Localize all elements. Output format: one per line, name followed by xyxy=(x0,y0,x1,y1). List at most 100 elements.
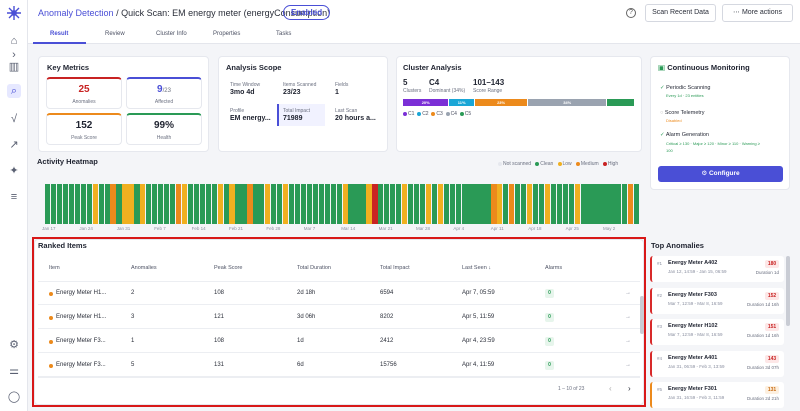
heatmap-cell[interactable] xyxy=(598,184,604,224)
heatmap-cell[interactable] xyxy=(360,184,366,224)
col-item[interactable]: Item xyxy=(49,265,60,271)
heatmap-cell[interactable] xyxy=(455,184,461,224)
heatmap-cell[interactable] xyxy=(235,184,241,224)
row-open-arrow-icon[interactable]: → xyxy=(625,338,631,344)
heatmap-cell[interactable] xyxy=(294,184,301,224)
top-anomalies-scrollbar[interactable] xyxy=(786,256,790,326)
heatmap-cell[interactable] xyxy=(104,184,110,224)
heatmap-cell[interactable] xyxy=(556,184,562,224)
heatmap-cell[interactable] xyxy=(497,184,503,224)
next-page-icon[interactable]: › xyxy=(628,384,631,393)
heatmap-cell[interactable] xyxy=(372,184,378,224)
tab-tasks[interactable]: Tasks xyxy=(276,31,292,37)
tab-cluster-info[interactable]: Cluster Info xyxy=(156,31,187,37)
heatmap-cell[interactable] xyxy=(110,184,116,224)
col-last-seen[interactable]: Last Seen ↓ xyxy=(462,265,491,271)
col-anomalies[interactable]: Anomalies xyxy=(131,265,157,271)
heatmap-cell[interactable] xyxy=(247,184,253,224)
heatmap-cell[interactable] xyxy=(521,184,527,224)
heatmap-cell[interactable] xyxy=(92,184,98,224)
sparkle-icon[interactable]: ✦ xyxy=(9,165,19,177)
col-total-impact[interactable]: Total Impact xyxy=(380,265,410,271)
heatmap-cell[interactable] xyxy=(211,184,217,224)
heatmap-cell[interactable] xyxy=(425,184,432,224)
heatmap-cell[interactable] xyxy=(259,184,265,224)
heatmap-cell[interactable] xyxy=(473,184,479,224)
settings-icon[interactable]: ⚙ xyxy=(9,339,19,351)
heatmap-cell[interactable] xyxy=(378,184,384,224)
heatmap-cell[interactable] xyxy=(241,184,247,224)
heatmap-cell[interactable] xyxy=(205,184,211,224)
heatmap-cell[interactable] xyxy=(193,184,200,224)
heatmap-cell[interactable] xyxy=(431,184,438,224)
heatmap-cell[interactable] xyxy=(98,184,104,224)
heatmap-cell[interactable] xyxy=(68,184,75,224)
heatmap-cell[interactable] xyxy=(485,184,491,224)
expand-chevron-icon[interactable]: › xyxy=(12,49,16,61)
heatmap-cell[interactable] xyxy=(265,184,271,224)
heatmap-cell[interactable] xyxy=(616,184,622,224)
heatmap-cell[interactable] xyxy=(443,184,449,224)
heatmap-cell[interactable] xyxy=(396,184,402,224)
heatmap-cell[interactable] xyxy=(515,184,521,224)
heatmap-cell[interactable] xyxy=(509,184,515,224)
heatmap-cell[interactable] xyxy=(122,184,128,224)
heatmap-cell[interactable] xyxy=(116,184,122,224)
heatmap-cell[interactable] xyxy=(223,184,229,224)
heatmap-cell[interactable] xyxy=(152,184,158,224)
top-anomaly-card[interactable]: #2 Energy Meter F303 Mar 7, 12:59 - Mar 8,… xyxy=(650,287,784,314)
row-open-arrow-icon[interactable]: → xyxy=(625,290,631,296)
configure-button[interactable]: ⚙ Configure xyxy=(658,166,783,182)
heatmap-cell[interactable] xyxy=(634,184,640,224)
tab-result[interactable]: Result xyxy=(50,31,69,37)
top-anomaly-card[interactable]: #5 Energy Meter F301 Jan 31, 16:59 - Feb 3… xyxy=(650,382,784,408)
tab-review[interactable]: Review xyxy=(105,31,125,37)
formula-icon[interactable]: √ xyxy=(10,113,18,125)
heatmap-cell[interactable] xyxy=(532,184,539,224)
heatmap-cell[interactable] xyxy=(336,184,342,224)
home-icon[interactable]: ⌂ xyxy=(10,35,18,47)
heatmap-cell[interactable] xyxy=(217,184,223,224)
heatmap-cell[interactable] xyxy=(50,184,57,224)
heatmap-cell[interactable] xyxy=(348,184,354,224)
heatmap-cell[interactable] xyxy=(586,184,592,224)
heatmap-cell[interactable] xyxy=(550,184,557,224)
heatmap-cell[interactable] xyxy=(288,184,295,224)
heatmap-cell[interactable] xyxy=(158,184,164,224)
col-alarms[interactable]: Alarms xyxy=(545,265,563,271)
heatmap-cell[interactable] xyxy=(324,184,330,224)
scan-recent-data-button[interactable]: Scan Recent Data xyxy=(645,4,716,22)
heatmap-cell[interactable] xyxy=(318,184,324,224)
user-icon[interactable]: ◯ xyxy=(7,391,21,403)
col-peak-score[interactable]: Peak Score xyxy=(214,265,243,271)
col-total-duration[interactable]: Total Duration xyxy=(297,265,331,271)
heatmap-cell[interactable] xyxy=(342,184,348,224)
heatmap-cell[interactable] xyxy=(164,184,170,224)
heatmap-cell[interactable] xyxy=(562,184,568,224)
heatmap-cell[interactable] xyxy=(366,184,372,224)
heatmap-cell[interactable] xyxy=(449,184,455,224)
heatmap-cell[interactable] xyxy=(402,184,408,224)
top-anomaly-card[interactable]: #4 Energy Meter A401 Jan 31, 06:59 - Feb 3… xyxy=(650,350,784,377)
heatmap-cell[interactable] xyxy=(277,184,283,224)
heatmap-cell[interactable] xyxy=(283,184,289,224)
breadcrumb-app-link[interactable]: Anomaly Detection xyxy=(38,8,114,18)
heatmap-cell[interactable] xyxy=(330,184,336,224)
heatmap-cell[interactable] xyxy=(187,184,194,224)
heatmap-cell[interactable] xyxy=(568,184,574,224)
heatmap-cell[interactable] xyxy=(413,184,420,224)
heatmap-cell[interactable] xyxy=(503,184,509,224)
heatmap-cell[interactable] xyxy=(592,184,598,224)
heatmap-cell[interactable] xyxy=(384,184,390,224)
heatmap-cell[interactable] xyxy=(419,184,426,224)
heatmap-cell[interactable] xyxy=(74,184,81,224)
heatmap-cell[interactable] xyxy=(181,184,188,224)
heatmap-cell[interactable] xyxy=(271,184,277,224)
heatmap-cell[interactable] xyxy=(199,184,205,224)
heatmap-cell[interactable] xyxy=(146,184,152,224)
tab-properties[interactable]: Properties xyxy=(213,31,241,37)
heatmap-cell[interactable] xyxy=(526,184,533,224)
heatmap-cell[interactable] xyxy=(574,184,580,224)
trend-icon[interactable]: ↗ xyxy=(9,139,19,151)
heatmap-cell[interactable] xyxy=(491,184,497,224)
